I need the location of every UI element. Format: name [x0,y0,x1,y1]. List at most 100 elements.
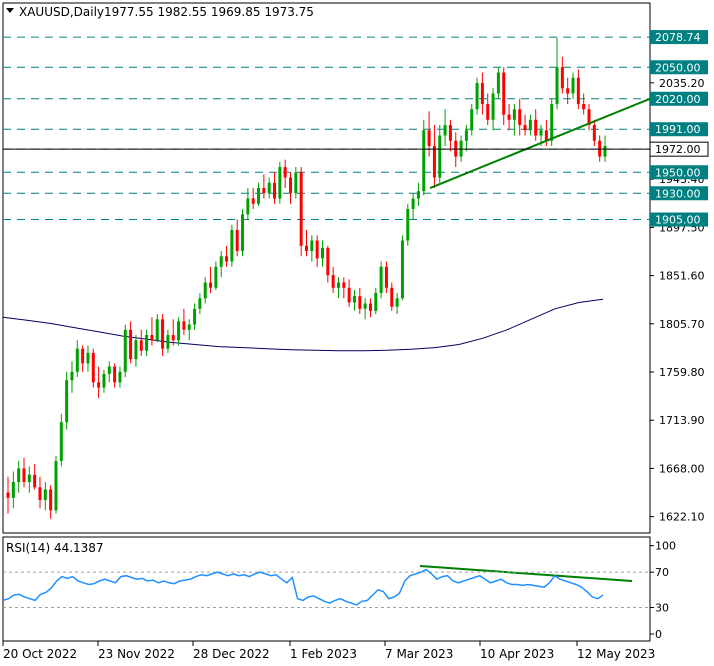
candle [283,159,287,189]
candle [603,135,607,162]
candle [225,245,229,267]
price-tick-label: 1622.10 [659,511,705,524]
time-tick-label: 10 Apr 2023 [480,647,554,661]
candle [75,340,79,378]
svg-text:1991.00: 1991.00 [655,123,701,136]
collapse-triangle-icon[interactable] [6,8,14,13]
candle [145,329,149,357]
candle [187,319,191,341]
svg-text:2078.74: 2078.74 [655,31,701,44]
candle [598,135,602,162]
level-tag: 1930.00 [650,186,708,201]
candle [134,335,138,367]
candle [22,457,26,488]
candle [592,119,596,147]
candle [38,476,42,509]
candle [33,464,37,490]
candle [166,329,170,353]
price-trendline[interactable] [429,97,651,189]
candle [587,104,591,131]
level-tag: 1991.00 [650,122,708,137]
candle [177,317,181,346]
candle [161,314,165,357]
candle [464,125,468,152]
candle [273,172,277,204]
rsi-trendline[interactable] [419,564,633,582]
candle [502,67,506,126]
candle [496,67,500,99]
candle [560,56,564,94]
candle [54,455,58,514]
candle [65,371,69,430]
time-tick-label: 12 May 2023 [577,647,655,661]
candle [246,188,250,220]
candle [235,219,239,257]
candle [182,308,186,336]
svg-text:1950.00: 1950.00 [655,166,701,179]
candle [470,104,474,136]
candle [320,240,324,267]
candle [91,348,95,388]
candle [251,188,255,210]
rsi-title: RSI(14) 44.1387 [6,541,104,555]
rsi-lines [2,568,650,609]
time-tick-label: 20 Oct 2022 [3,647,77,661]
candle [107,361,111,383]
candle [379,261,383,299]
candle [363,298,367,320]
level-tag: 2078.74 [650,30,708,45]
candle [400,235,404,301]
candle [81,345,85,372]
price-tick-label: 1668.00 [659,462,705,475]
candle [326,245,330,283]
candle [475,77,479,115]
candle [491,88,495,131]
candle [241,209,245,257]
candle [459,135,463,162]
candle [289,172,293,204]
price-tick-label: 1713.90 [659,414,705,427]
candles [6,37,607,519]
candle [155,314,159,343]
candle [347,279,351,307]
candle [486,93,490,126]
candle [49,485,53,519]
time-tick-label: 7 Mar 2023 [385,647,453,661]
candle [123,324,127,378]
candle [390,282,394,311]
candle [305,230,308,257]
level-tag: 1950.00 [650,165,708,180]
candle [209,266,213,294]
candle [299,167,303,257]
candle [336,277,340,299]
rsi-tick-label: 30 [655,602,669,615]
candle [480,72,484,115]
level-tag: 1905.00 [650,212,708,227]
candle [352,289,356,311]
time-tick-label: 23 Nov 2022 [98,647,175,661]
svg-text:2020.00: 2020.00 [655,93,701,106]
candle [59,413,63,467]
candle [555,37,559,110]
candle [129,321,133,364]
level-tag: 1972.00 [649,141,709,157]
candle [294,167,298,199]
ohlc-values: 1977.55 1982.55 1969.85 1973.75 [104,5,314,19]
candle [27,466,31,493]
candle [571,72,575,99]
candle [102,369,106,393]
price-tick-label: 2035.20 [659,77,705,90]
candle [43,482,47,511]
candle [278,161,282,204]
candle [118,366,122,388]
candle [214,261,218,290]
rsi-tick-label: 0 [655,628,662,641]
svg-text:2050.00: 2050.00 [655,61,701,74]
candle [203,277,207,304]
candle [6,476,10,514]
header: XAUUSD,Daily 1977.55 1982.55 1969.85 197… [6,5,314,19]
symbol-label: XAUUSD,Daily [19,5,104,19]
candle [310,235,314,262]
candle [257,182,261,206]
